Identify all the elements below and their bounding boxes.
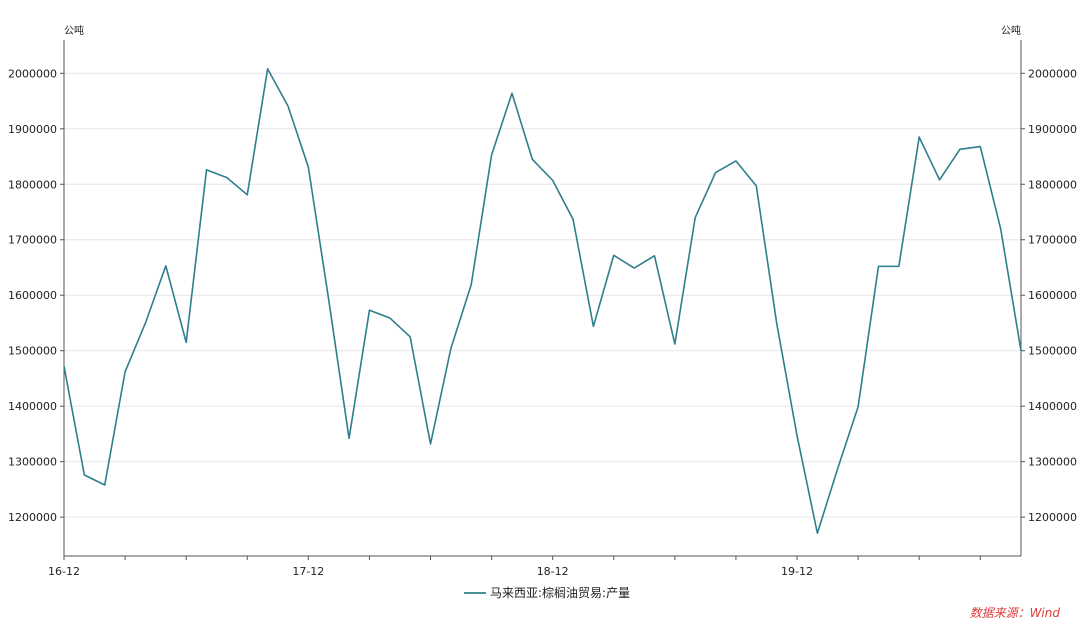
y-tick-label-right: 1900000	[1028, 123, 1077, 136]
x-tick-label: 17-12	[292, 565, 324, 578]
y-tick-label-right: 1700000	[1028, 234, 1077, 247]
y-tick-label-left: 2000000	[8, 67, 57, 80]
y-tick-label-left: 1200000	[8, 511, 57, 524]
grid-lines	[64, 72, 1021, 518]
left-y-ticks: 1200000 1300000 1400000 1500000 1600000 17000…	[8, 67, 64, 524]
source-text: 数据来源：Wind	[970, 606, 1061, 620]
x-tick-label: 19-12	[781, 565, 813, 578]
y-tick-label-right: 1600000	[1028, 289, 1077, 302]
y-tick-label-right: 1200000	[1028, 511, 1077, 524]
y-tick-label-right: 1400000	[1028, 400, 1077, 413]
y-tick-label-right: 1300000	[1028, 456, 1077, 469]
legend: 马来西亚:棕榈油贸易:产量	[464, 585, 630, 600]
left-unit-label: 公吨	[64, 24, 84, 37]
y-tick-label-left: 1500000	[8, 345, 57, 358]
x-tick-label: 18-12	[537, 565, 569, 578]
y-tick-label-left: 1800000	[8, 178, 57, 191]
y-tick-label-left: 1400000	[8, 400, 57, 413]
y-tick-label-left: 1900000	[8, 123, 57, 136]
y-tick-label-right: 1800000	[1028, 178, 1077, 191]
axes	[63, 40, 1022, 557]
y-tick-label-left: 1700000	[8, 234, 57, 247]
x-ticks: 16-12 17-12 18-12 19-12	[48, 556, 981, 578]
x-tick-label: 16-12	[48, 565, 80, 578]
y-tick-label-left: 1300000	[8, 456, 57, 469]
y-tick-label-right: 2000000	[1028, 67, 1077, 80]
series-line-production	[63, 68, 1022, 535]
legend-label: 马来西亚:棕榈油贸易:产量	[490, 585, 630, 600]
y-tick-label-left: 1600000	[8, 289, 57, 302]
y-tick-label-right: 1500000	[1028, 345, 1077, 358]
right-unit-label: 公吨	[1001, 24, 1021, 37]
right-y-ticks: 1200000 1300000 1400000 1500000 1600000 17000…	[1021, 67, 1077, 524]
